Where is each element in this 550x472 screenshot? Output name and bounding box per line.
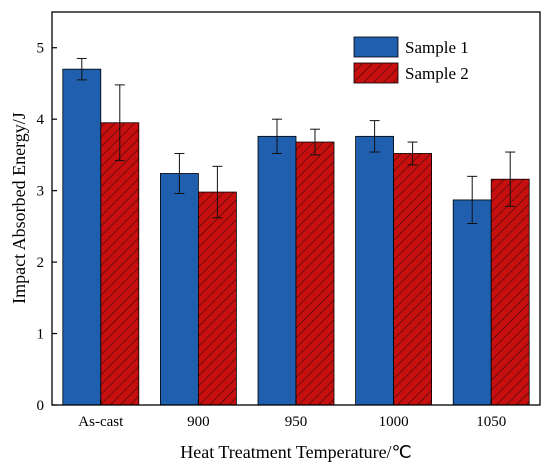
bar-series-2-1 (197, 191, 237, 406)
error-bar-series-1-2 (272, 118, 282, 154)
x-tick-label-2: 950 (285, 414, 308, 430)
x-tick-label-4: 1050 (476, 414, 506, 430)
bar-series-1-1 (159, 173, 199, 406)
error-bars-layer (76, 57, 516, 225)
error-bar-series-2-2 (310, 128, 320, 156)
error-bar-series-2-0 (114, 84, 125, 162)
bar-series-2-0 (100, 122, 140, 406)
y-tick-label-4: 4 (37, 112, 45, 128)
bars-layer (62, 68, 530, 406)
bar-series-2-2 (295, 141, 335, 406)
bar-series-2-3 (393, 153, 433, 406)
x-tick-label-0: As-cast (78, 414, 124, 430)
y-tick-label-1: 1 (37, 327, 45, 343)
bar-series-2-4 (490, 178, 530, 406)
x-axis-ticks: As-cast 900 950 1000 1050 (78, 400, 506, 430)
legend-swatch-sample-2 (353, 62, 399, 84)
y-tick-label-2: 2 (37, 255, 45, 271)
error-bar-series-1-3 (369, 120, 380, 153)
error-bar-series-1-4 (467, 175, 478, 225)
bar-series-1-3 (355, 135, 395, 406)
error-bar-series-2-3 (407, 141, 418, 166)
bar-series-1-0 (62, 68, 102, 406)
bar-series-1-4 (452, 199, 492, 406)
y-tick-label-3: 3 (37, 184, 45, 200)
error-bar-series-1-0 (76, 57, 87, 81)
y-tick-label-0: 0 (37, 398, 45, 414)
legend-label-sample-2: Sample 2 (405, 64, 469, 83)
x-tick-label-1: 900 (187, 414, 210, 430)
error-bar-series-1-1 (174, 152, 185, 194)
error-bar-series-2-1 (212, 165, 223, 219)
legend-label-sample-1: Sample 1 (405, 38, 469, 57)
x-axis-label: Heat Treatment Temperature/℃ (180, 442, 412, 462)
error-bar-series-2-4 (505, 151, 516, 207)
bar-series-1-2 (257, 135, 297, 406)
legend: Sample 1 Sample 2 (353, 36, 469, 84)
legend-swatch-sample-1 (353, 36, 399, 58)
y-tick-label-5: 5 (37, 41, 45, 57)
x-tick-label-3: 1000 (379, 414, 409, 430)
y-axis-label: Impact Absorbed Energy/J (9, 112, 29, 304)
y-axis-ticks: 0 1 2 3 4 5 (37, 41, 57, 414)
